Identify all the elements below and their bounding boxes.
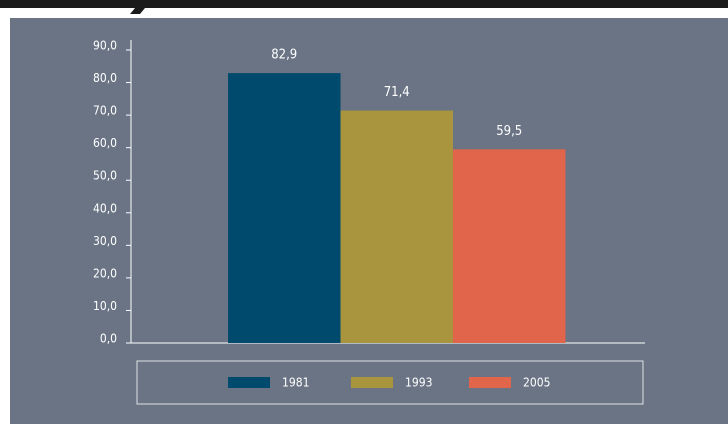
legend-label: 1981	[282, 376, 309, 390]
value-label: 82,9	[271, 48, 297, 63]
bar	[340, 110, 453, 343]
legend-swatch	[469, 377, 511, 388]
legend-swatch	[351, 377, 393, 388]
y-tick-label: 0,0	[100, 332, 117, 346]
legend-label: 1993	[405, 376, 432, 390]
value-label: 71,4	[384, 85, 410, 100]
y-tick-label: 60,0	[93, 136, 117, 150]
value-label: 59,5	[496, 124, 522, 139]
top-strip	[0, 0, 728, 14]
bar	[228, 73, 341, 343]
legend-label: 2005	[523, 376, 550, 390]
y-tick-label: 50,0	[93, 169, 117, 183]
y-tick-label: 90,0	[93, 39, 117, 53]
y-tick-label: 40,0	[93, 201, 117, 215]
legend-swatch	[228, 377, 270, 388]
y-tick-label: 10,0	[93, 299, 117, 313]
bar	[453, 149, 566, 343]
y-tick-label: 20,0	[93, 266, 117, 280]
y-tick-label: 30,0	[93, 234, 117, 248]
y-tick-label: 80,0	[93, 71, 117, 85]
y-tick-label: 70,0	[93, 104, 117, 118]
legend-box	[136, 360, 644, 405]
